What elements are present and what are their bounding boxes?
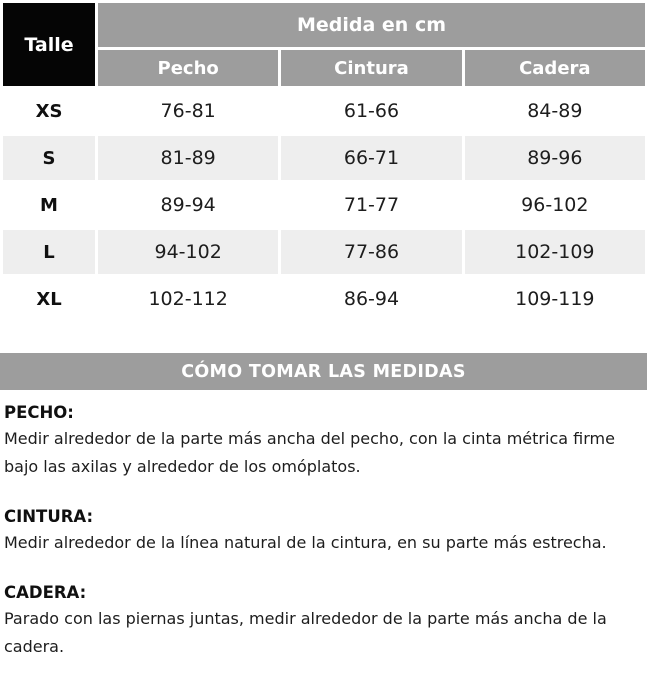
row-xs-size: XS [35, 100, 63, 122]
row-s-cadera: 89-96 [464, 136, 645, 180]
row-l-cadera: 102-109 [464, 230, 645, 274]
row-xl-cintura: 86-94 [343, 288, 400, 310]
section-text-pecho: Medir alrededor de la parte más ancha de… [4, 429, 615, 476]
row-l-pecho: 94-102 [98, 230, 279, 274]
row-xs-cadera: 84-89 [527, 100, 583, 122]
instructions-sections: PECHO: Medir alrededor de la parte más a… [0, 403, 647, 661]
size-table-group-header: Medida en cm [98, 3, 645, 47]
section-title-cadera: CADERA: [4, 583, 87, 602]
row-xl-pecho: 102-112 [148, 288, 228, 310]
section-title-pecho: PECHO: [4, 403, 74, 422]
row-m-cadera: 96-102 [521, 194, 589, 216]
row-m-cintura: 71-77 [343, 194, 400, 216]
instruction-section-cadera: CADERA: Parado con las piernas juntas, m… [4, 583, 639, 661]
row-xl-cadera: 109-119 [515, 288, 595, 310]
column-header-pecho: Pecho [98, 50, 279, 86]
row-xl-size: XL [36, 288, 62, 310]
instruction-section-cintura: CINTURA: Medir alrededor de la línea nat… [4, 507, 639, 557]
section-text-cintura: Medir alrededor de la línea natural de l… [4, 533, 607, 552]
instructions-banner: CÓMO TOMAR LAS MEDIDAS [0, 353, 647, 390]
size-table-corner-label: Talle [3, 3, 95, 86]
row-s-pecho: 81-89 [98, 136, 279, 180]
row-m-pecho: 89-94 [160, 194, 216, 216]
row-m-size: M [40, 194, 58, 216]
section-title-cintura: CINTURA: [4, 507, 94, 526]
row-l-size: L [3, 230, 95, 274]
section-text-cadera: Parado con las piernas juntas, medir alr… [4, 609, 607, 656]
instruction-section-pecho: PECHO: Medir alrededor de la parte más a… [4, 403, 639, 481]
size-table: Talle Medida en cm Pecho Cintura Cadera … [3, 3, 645, 321]
column-header-cintura: Cintura [281, 50, 462, 86]
column-header-cadera: Cadera [464, 50, 645, 86]
row-xs-cintura: 61-66 [343, 100, 400, 122]
row-xs-pecho: 76-81 [160, 100, 216, 122]
row-l-cintura: 77-86 [281, 230, 462, 274]
row-s-size: S [3, 136, 95, 180]
row-s-cintura: 66-71 [281, 136, 462, 180]
